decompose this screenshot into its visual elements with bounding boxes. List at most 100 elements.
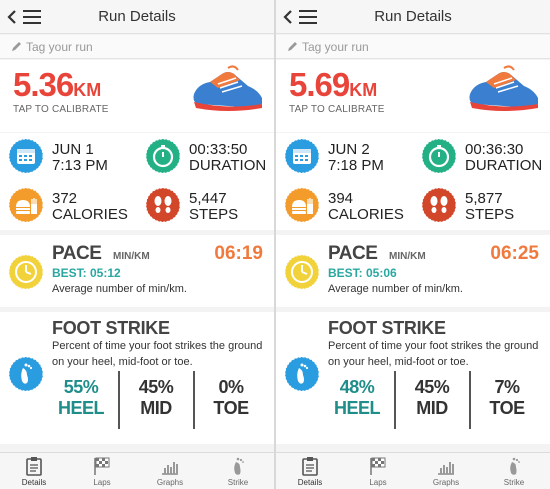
foot-strike-description: Percent of time your foot strikes the gr… [52, 340, 263, 368]
top-bar: Run Details [0, 0, 274, 34]
strike-columns: 55% HEEL 45% MID 0% TOE [46, 371, 268, 429]
tab-graphs[interactable]: Graphs [136, 453, 204, 489]
calories-value: 372 [52, 190, 78, 207]
date-value: JUN 1 [52, 141, 94, 158]
heel-label: HEEL [333, 398, 381, 418]
pace-value: 06:25 [490, 243, 539, 264]
steps-label: STEPS [189, 206, 239, 223]
tap-to-calibrate-label[interactable]: TAP TO CALIBRATE [13, 104, 109, 115]
column-divider [394, 371, 396, 429]
tag-run-field[interactable]: Tag your run [276, 35, 550, 59]
screen-divider [274, 0, 276, 489]
footprint-icon [510, 457, 520, 475]
back-arrow-icon[interactable] [280, 7, 296, 27]
strike-column-mid: 45% MID [121, 371, 191, 429]
steps-stat: 5,447 STEPS [137, 182, 274, 230]
tab-graphs[interactable]: Graphs [412, 453, 480, 489]
foot-strike-card[interactable]: FOOT STRIKE Percent of time your foot st… [276, 312, 550, 444]
hamburger-menu-icon[interactable] [299, 10, 317, 24]
calendar-icon [8, 138, 44, 174]
top-bar: Run Details [276, 0, 550, 34]
foot-strike-title: FOOT STRIKE [328, 318, 446, 338]
steps-label: STEPS [465, 206, 515, 223]
tab-label: Graphs [432, 478, 460, 487]
checkered-flag-icon [94, 457, 110, 475]
tab-laps[interactable]: Laps [344, 453, 412, 489]
tab-label: Strike [503, 478, 525, 487]
distance-card[interactable]: 5.36KM TAP TO CALIBRATE [0, 60, 274, 132]
footprint-icon [284, 356, 320, 392]
pace-value: 06:19 [214, 243, 263, 264]
mid-label: MID [140, 398, 172, 418]
toe-percent: 0% [218, 377, 244, 397]
date-stat: JUN 1 7:13 PM [0, 133, 137, 181]
checkered-flag-icon [370, 457, 386, 475]
page-title: Run Details [98, 8, 176, 25]
time-value: 7:13 PM [52, 157, 108, 174]
calories-value: 394 [328, 190, 354, 207]
pencil-icon [288, 42, 297, 51]
date-value: JUN 2 [328, 141, 370, 158]
stats-grid: JUN 1 7:13 PM 00:33:50 DURATION [0, 133, 274, 230]
tab-details[interactable]: Details [0, 453, 68, 489]
tab-strike[interactable]: Strike [204, 453, 272, 489]
duration-stat: 00:36:30 DURATION [413, 133, 550, 181]
pace-card[interactable]: PACE MIN/KM 06:25 BEST: 05:06 Average nu… [276, 235, 550, 307]
strike-column-mid: 45% MID [397, 371, 467, 429]
duration-value: 00:33:50 [189, 141, 248, 158]
calories-stat: 372 CALORIES [0, 182, 137, 230]
bar-chart-icon [162, 462, 178, 475]
burger-fries-icon [8, 187, 44, 223]
stopwatch-icon [145, 138, 181, 174]
bottom-tab-bar: Details Laps Graphs Strike [0, 452, 274, 489]
back-arrow-icon[interactable] [4, 7, 20, 27]
pace-unit: MIN/KM [113, 251, 150, 262]
column-divider [469, 371, 471, 429]
running-shoe-image [469, 65, 538, 111]
strike-column-heel: 48% HEEL [322, 371, 392, 429]
distance-value: 5.69KM [289, 66, 378, 103]
pace-title: PACE [52, 243, 102, 264]
bottom-tab-bar: Details Laps Graphs Strike [276, 452, 550, 489]
tab-label: Graphs [156, 478, 184, 487]
footsteps-icon [421, 187, 457, 223]
clock-icon [284, 254, 320, 290]
tab-laps[interactable]: Laps [68, 453, 136, 489]
clipboard-icon [302, 457, 318, 476]
pace-description: Average number of min/km. [52, 283, 187, 295]
page-title: Run Details [374, 8, 452, 25]
calories-label: CALORIES [328, 206, 404, 223]
tab-label: Laps [369, 478, 387, 487]
foot-strike-card[interactable]: FOOT STRIKE Percent of time your foot st… [0, 312, 274, 444]
tab-label: Details [297, 478, 323, 487]
strike-columns: 48% HEEL 45% MID 7% TOE [322, 371, 544, 429]
hamburger-menu-icon[interactable] [23, 10, 41, 24]
pace-title: PACE [328, 243, 378, 264]
distance-value: 5.36KM [13, 66, 102, 103]
stats-grid: JUN 2 7:18 PM 00:36:30 DURATION [276, 133, 550, 230]
tap-to-calibrate-label[interactable]: TAP TO CALIBRATE [289, 104, 385, 115]
heel-label: HEEL [57, 398, 105, 418]
strike-column-toe: 0% TOE [196, 371, 266, 429]
tag-run-field[interactable]: Tag your run [0, 35, 274, 59]
date-stat: JUN 2 7:18 PM [276, 133, 413, 181]
tab-strike[interactable]: Strike [480, 453, 548, 489]
distance-card[interactable]: 5.69KM TAP TO CALIBRATE [276, 60, 550, 132]
clock-icon [8, 254, 44, 290]
tab-details[interactable]: Details [276, 453, 344, 489]
calories-label: CALORIES [52, 206, 128, 223]
pace-best: BEST: 05:06 [328, 266, 397, 280]
bar-chart-icon [438, 462, 454, 475]
steps-stat: 5,877 STEPS [413, 182, 550, 230]
footprint-icon [8, 356, 44, 392]
calories-stat: 394 CALORIES [276, 182, 413, 230]
toe-label: TOE [213, 398, 249, 418]
time-value: 7:18 PM [328, 157, 384, 174]
tab-label: Laps [93, 478, 111, 487]
mid-percent: 45% [138, 377, 174, 397]
pace-card[interactable]: PACE MIN/KM 06:19 BEST: 05:12 Average nu… [0, 235, 274, 307]
toe-percent: 7% [494, 377, 520, 397]
calendar-icon [284, 138, 320, 174]
footprint-icon [234, 457, 244, 475]
